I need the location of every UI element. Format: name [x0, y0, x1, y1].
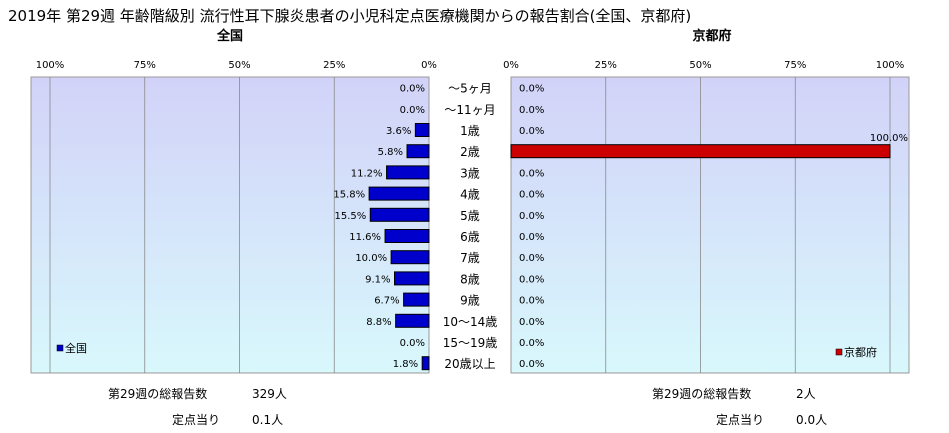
kyoto-value-label: 0.0% [519, 126, 544, 137]
kyoto-bar [510, 144, 891, 159]
kyoto-value-label: 0.0% [519, 338, 544, 349]
age-category-label: 20歳以上 [444, 357, 495, 371]
national-legend-label: 全国 [65, 341, 87, 355]
kyoto-value-label: 0.0% [519, 359, 544, 370]
age-category-label: 2歳 [460, 145, 480, 159]
kyoto-legend-swatch [835, 348, 843, 356]
kyoto-total-value: 2人 [796, 387, 816, 401]
national-value-label: 0.0% [400, 84, 425, 95]
chart-title: 2019年 第29週 年齢階級別 流行性耳下腺炎患者の小児科定点医療機関からの報… [8, 7, 691, 25]
kyoto-legend-label: 京都府 [844, 345, 877, 359]
national-bar [384, 229, 430, 243]
national-total-value: 329人 [252, 387, 287, 401]
national-value-label: 0.0% [400, 105, 425, 116]
national-tick-label: 100% [36, 60, 65, 71]
national-value-label: 1.8% [393, 359, 418, 370]
national-value-label: 8.8% [366, 317, 391, 328]
national-total-label: 第29週の総報告数 [108, 386, 207, 401]
kyoto-per-site-value: 0.0人 [796, 413, 827, 427]
age-category-label: ～11ヶ月 [444, 103, 495, 117]
national-plot-area [30, 76, 430, 374]
national-tick-label: 50% [228, 60, 250, 71]
kyoto-value-label: 0.0% [519, 232, 544, 243]
national-bar [390, 250, 430, 265]
national-bar [368, 186, 430, 201]
kyoto-total-label: 第29週の総報告数 [652, 386, 751, 401]
kyoto-tick-label: 75% [784, 60, 806, 71]
national-tick-label: 25% [323, 60, 345, 71]
national-bar [406, 144, 430, 159]
kyoto-tick-label: 25% [595, 60, 617, 71]
kyoto-value-label: 0.0% [519, 168, 544, 179]
national-bar [414, 123, 430, 137]
national-bar [369, 207, 430, 222]
age-category-label: 9歳 [460, 294, 480, 308]
kyoto-value-label: 0.0% [519, 190, 544, 201]
national-per-site-label: 定点当り [172, 412, 220, 427]
national-bar [403, 292, 430, 307]
grid-layer [49, 77, 891, 373]
kyoto-tick-label: 0% [503, 60, 519, 71]
national-tick-label: 0% [421, 60, 437, 71]
national-value-label: 15.8% [333, 190, 365, 201]
national-value-label: 10.0% [355, 253, 387, 264]
national-value-label: 3.6% [386, 126, 411, 137]
national-per-site-value: 0.1人 [252, 413, 283, 427]
kyoto-value-label: 0.0% [519, 211, 544, 222]
national-value-label: 9.1% [365, 274, 390, 285]
kyoto-plot-area [510, 76, 910, 374]
kyoto-value-label: 0.0% [519, 296, 544, 307]
age-category-label: 15～19歳 [443, 336, 498, 350]
bars-layer [368, 123, 891, 371]
national-bar [421, 356, 430, 371]
national-value-label: 5.8% [378, 147, 403, 158]
national-value-label: 11.6% [349, 232, 381, 243]
national-bar [386, 165, 430, 180]
labels-layer: 100% 75% 50% 25% 0% 0.0% 0.0% 3.6% 5.8% 11.2% 15.8… [36, 60, 908, 371]
kyoto-value-label: 0.0% [519, 105, 544, 116]
national-value-label: 15.5% [334, 211, 366, 222]
kyoto-per-site-label: 定点当り [716, 412, 764, 427]
age-category-label: 6歳 [460, 230, 480, 244]
kyoto-value-label: 100.0% [870, 133, 908, 144]
national-bar [394, 271, 430, 286]
kyoto-value-label: 0.0% [519, 317, 544, 328]
age-category-label: 3歳 [460, 166, 480, 180]
kyoto-tick-label: 100% [876, 60, 905, 71]
kyoto-value-label: 0.0% [519, 84, 544, 95]
national-value-label: 11.2% [351, 168, 383, 179]
age-category-label: 5歳 [460, 209, 480, 223]
national-tick-label: 75% [134, 60, 156, 71]
age-category-label: 1歳 [460, 124, 480, 138]
national-legend-swatch [56, 344, 64, 352]
kyoto-value-label: 0.0% [519, 274, 544, 285]
national-bar [395, 313, 430, 328]
national-value-label: 0.0% [400, 338, 425, 349]
age-category-label: 4歳 [460, 188, 480, 202]
national-panel-title: 全国 [216, 28, 243, 44]
national-value-label: 6.7% [374, 296, 399, 307]
age-category-label: 10～14歳 [443, 315, 498, 329]
age-category-label: 7歳 [460, 251, 480, 265]
age-category-label: ～5ヶ月 [448, 82, 492, 96]
kyoto-panel-title: 京都府 [692, 28, 731, 44]
age-category-label: 8歳 [460, 272, 480, 286]
kyoto-tick-label: 50% [689, 60, 711, 71]
kyoto-value-label: 0.0% [519, 253, 544, 264]
